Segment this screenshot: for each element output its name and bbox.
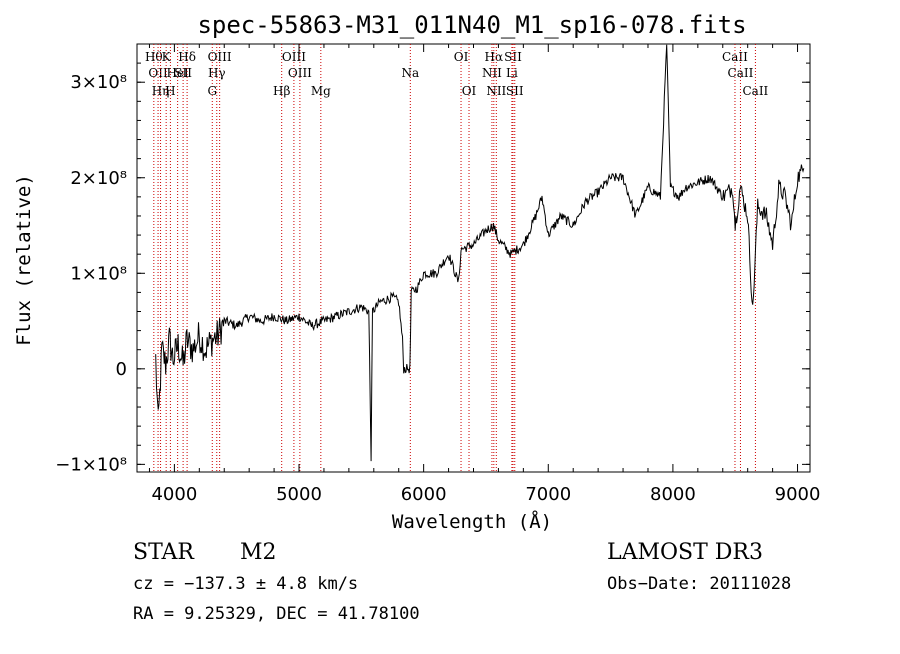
y-tick-label: −1×10⁸ [55,454,127,475]
emission-label: Hθ [145,50,163,64]
x-tick-label: 5000 [276,484,322,505]
emission-line-markers: HθOIIHηKHHeISIIHδGHγOIIIHβOIIIOIIIMgNaOI… [145,44,769,472]
emission-label: Hδ [178,50,196,64]
x-tick-label: 9000 [775,484,821,505]
x-tick-label: 8000 [650,484,696,505]
emission-label: G [207,84,217,98]
emission-label: OIII [208,50,232,64]
x-tick-label: 7000 [525,484,571,505]
y-tick-label: 1×10⁸ [70,263,127,284]
x-tick-label: 6000 [401,484,447,505]
y-tick-label: 2×10⁸ [70,168,127,189]
y-tick-label: 0 [116,359,127,380]
emission-label: OI [454,50,469,64]
emission-label: NII [482,66,502,80]
emission-label: SII [504,50,522,64]
emission-label: OII [148,66,168,80]
spectrum-line [155,44,805,462]
emission-label: H [165,84,175,98]
x-axis-ticks: 4000 5000 6000 7000 8000 9000 [148,44,821,505]
emission-label: SII [174,66,192,80]
y-tick-label: 3×10⁸ [70,72,127,93]
x-tick-label: 4000 [151,484,197,505]
emission-label: CaII [722,50,748,64]
emission-label: Hγ [208,66,226,80]
emission-label: Hα [485,50,504,64]
plot-frame [136,43,811,473]
emission-label: OIII [288,66,312,80]
cz-text: cz = −137.3 ± 4.8 km/s [133,574,358,594]
subclass-label: M2 [240,540,277,565]
emission-label: Li [506,66,518,80]
y-axis-ticks: −1×10⁸ 0 1×10⁸ 2×10⁸ 3×10⁸ [55,43,810,475]
emission-label: NII [486,84,506,98]
emission-label: OI [462,84,477,98]
radec-text: RA = 9.25329, DEC = 41.78100 [133,604,420,624]
emission-label: HeI [166,66,189,80]
obs-date-text: Obs−Date: 20111028 [607,574,791,594]
emission-label: K [162,50,172,64]
emission-label: Na [401,66,419,80]
emission-label: Hη [152,84,170,98]
survey-label: LAMOST DR3 [607,540,763,565]
emission-label: Hβ [273,84,290,98]
emission-label: Mg [311,84,331,98]
emission-label: SII [506,84,524,98]
emission-label: CaII [742,84,768,98]
emission-label: OIII [282,50,306,64]
class-label: STAR [133,540,195,565]
x-axis-label: Wavelength (Å) [392,510,552,533]
y-axis-label: Flux (relative) [13,174,35,346]
chart-title: spec-55863-M31_011N40_M1_sp16-078.fits [197,11,746,39]
emission-label: CaII [728,66,754,80]
